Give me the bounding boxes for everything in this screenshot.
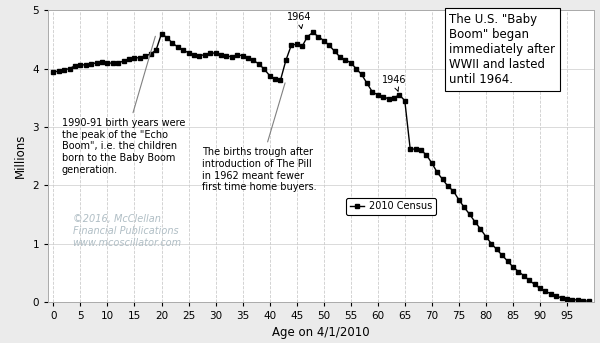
Text: 1990-91 birth years were
the peak of the "Echo
Boom", i.e. the children
born to : 1990-91 birth years were the peak of the…	[62, 36, 185, 175]
Line: 2010 Census: 2010 Census	[52, 31, 590, 303]
2010 Census	[50, 70, 57, 74]
Text: 1946: 1946	[382, 75, 406, 91]
2010 Census	[152, 48, 160, 52]
2010 Census	[331, 49, 338, 53]
Text: The births trough after
introduction of The Pill
in 1962 meant fewer
first time : The births trough after introduction of …	[202, 83, 317, 192]
X-axis label: Age on 4/1/2010: Age on 4/1/2010	[272, 327, 370, 340]
Text: ©2016, McClellan
Financial Publications
www.mcoscillator.com: ©2016, McClellan Financial Publications …	[73, 214, 182, 248]
Text: The U.S. "Baby
Boom" began
immediately after
WWII and lasted
until 1964.: The U.S. "Baby Boom" began immediately a…	[449, 13, 556, 86]
Y-axis label: Millions: Millions	[14, 134, 27, 178]
Text: 1964: 1964	[287, 12, 311, 29]
Legend: 2010 Census: 2010 Census	[346, 198, 436, 215]
2010 Census	[563, 297, 571, 301]
2010 Census	[547, 292, 554, 296]
2010 Census	[374, 93, 382, 97]
2010 Census	[585, 299, 592, 303]
2010 Census	[309, 31, 316, 35]
2010 Census	[174, 45, 181, 49]
